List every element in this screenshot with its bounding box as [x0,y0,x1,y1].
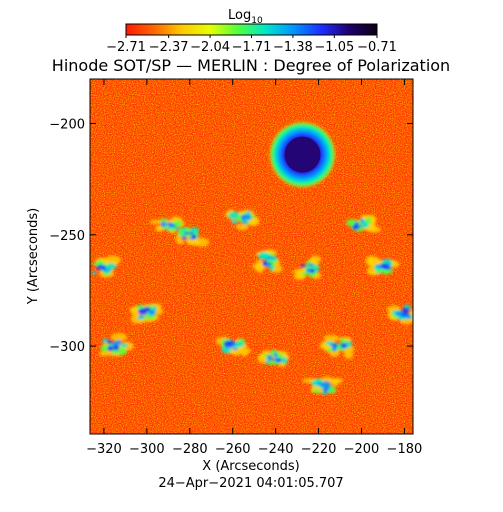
x-axis: −320 −300 −280 −260 −240 −220 −200 −180 [86,79,422,457]
colorbar-tick-label: −1.71 [232,40,272,55]
network-patch [224,209,260,231]
network-patch [98,332,134,357]
colorbar-gradient [125,23,378,36]
y-tick-label: −200 [49,118,85,133]
x-tick-label: −260 [215,442,251,457]
x-tick-label: −300 [129,442,165,457]
x-tick-label: −220 [301,442,337,457]
network-patch [91,255,121,278]
timestamp: 24−Apr−2021 04:01:05.707 [158,476,343,491]
network-patch [215,336,252,357]
x-tick-label: −180 [387,442,423,457]
network-patch [319,334,355,359]
colorbar-label: Log10 [228,8,263,26]
colorbar-tick-label: −2.04 [190,40,230,55]
y-tick-label: −300 [49,340,85,355]
y-axis: −200 −250 −300 [49,118,413,355]
sunspot-umbra [284,136,321,173]
network-patches [91,209,413,395]
network-patch [149,216,185,234]
x-tick-label: −240 [258,442,294,457]
network-patch [257,349,290,368]
chart-title: Hinode SOT/SP — MERLIN : Degree of Polar… [52,56,450,75]
network-patch [292,255,322,280]
network-patch [129,303,164,324]
image-frame [89,78,414,435]
x-axis-title: X (Arcseconds) [202,459,299,474]
polarization-map [90,79,413,434]
colorbar-tick-labels: −2.71 −2.37 −2.04 −1.71 −1.38 −1.05 −0.71 [106,35,397,55]
y-tick-label: −250 [49,229,85,244]
network-patch [365,255,400,276]
colorbar-tick-label: −1.38 [273,40,313,55]
y-axis-title: Y (Arcseconds) [26,208,41,305]
colorbar: Log10 −2.71 −2.37 −2.04 −1.71 −1.38 −1.05 −0.7… [106,8,397,55]
x-tick-label: −320 [86,442,122,457]
x-tick-label: −280 [172,442,208,457]
colorbar-tick-label: −2.37 [149,40,189,55]
x-tick-label: −200 [344,442,380,457]
network-patch [302,376,344,395]
colorbar-tick-label: −2.71 [106,40,146,55]
network-patch [387,304,413,325]
network-patch [175,227,210,247]
network-patch [252,249,283,273]
network-patch [345,214,382,233]
colorbar-tick-label: −1.05 [314,40,354,55]
colorbar-tick-label: −0.71 [357,40,397,55]
